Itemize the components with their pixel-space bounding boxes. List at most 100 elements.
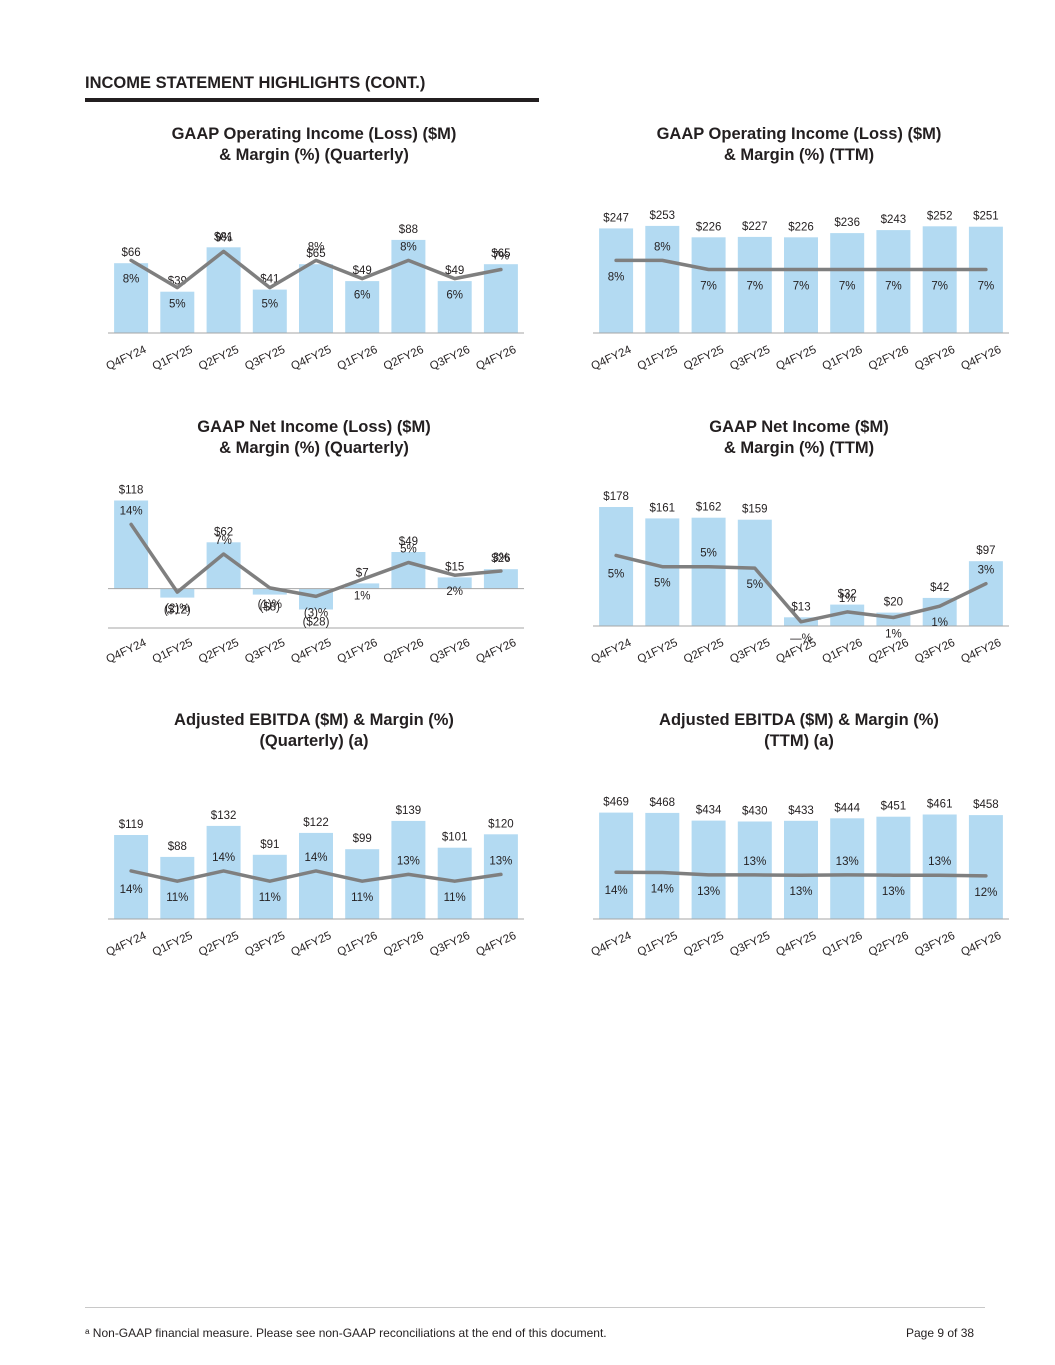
value-label: $122 [303,817,329,829]
bar-q3fy26 [922,226,957,333]
value-label: $236 [834,217,860,229]
x-tick-label: Q1FY25 [151,344,195,373]
margin-label: 13% [489,855,512,867]
margin-label: 7% [493,251,510,263]
chart-title-line-1: GAAP Operating Income (Loss) ($M) [656,125,942,143]
margin-label: 7% [746,281,763,293]
x-tick-label: Q3FY25 [728,637,772,666]
margin-label: 1% [885,629,902,641]
bar-q2fy25 [691,237,726,333]
value-label: $88 [399,224,418,236]
margin-line [614,258,988,272]
bar-q4fy25 [784,237,818,333]
value-label: $99 [353,833,372,845]
value-label: ($28) [303,617,330,629]
margin-label: —% [790,633,812,645]
x-tick-label: Q3FY26 [913,637,957,666]
chart-title-line-1: GAAP Net Income ($M) [709,418,889,436]
margin-label: 7% [215,535,232,547]
bar-q1fy25 [160,856,195,919]
x-tick-label: Q2FY25 [197,344,241,373]
value-label: $458 [973,799,999,811]
x-tick-label: Q2FY25 [682,344,726,373]
value-label: $226 [696,221,722,233]
chart-title: Adjusted EBITDA ($M) & Margin (%) (Quart… [84,710,544,752]
margin-label: 8% [400,241,417,253]
value-label: $20 [884,597,903,609]
bar-q1fy26 [830,233,865,333]
x-tick-label: Q4FY25 [289,344,333,373]
x-tick-label: Q1FY26 [821,637,865,666]
x-tick-label: Q4FY25 [774,930,818,959]
x-tick-label: Q4FY24 [104,637,148,666]
x-tick-label: Q1FY26 [821,930,865,959]
margin-label: 5% [608,568,625,580]
x-tick-label: Q2FY26 [867,344,911,373]
value-label: $118 [119,485,144,497]
margin-label: 5% [400,544,417,556]
bar-q4fy26 [968,561,1003,626]
bar-q3fy26 [437,577,472,589]
section-title: INCOME STATEMENT HIGHLIGHTS (CONT.) [85,74,426,92]
margin-label: 5% [654,578,671,590]
value-label: $88 [168,841,187,853]
value-label: $461 [927,799,953,811]
bar-q3fy26 [437,847,472,919]
chart-title-line-2: & Margin (%) (Quarterly) [219,439,409,457]
x-tick-label: Q4FY24 [104,930,148,959]
bar-q3fy25 [252,854,287,919]
footer-divider [85,1307,985,1308]
margin-label: 11% [259,892,281,904]
value-label: $49 [399,536,418,548]
bar-q2fy26 [876,816,911,919]
value-label: $159 [742,504,768,516]
margin-label: 13% [836,856,859,868]
x-tick-label: Q3FY26 [913,344,957,373]
bar-q2fy25 [691,820,726,919]
bar-q4fy26 [968,226,1003,333]
x-tick-label: Q4FY24 [104,344,148,373]
chart-adjusted-ebitda-quarterly: Adjusted EBITDA ($M) & Margin (%) (Quart… [84,710,544,975]
chart-gaap-net-income-ttm: GAAP Net Income ($M) & Margin (%) (TTM) … [569,417,1029,682]
x-tick-label: Q4FY25 [289,637,333,666]
margin-label: 13% [789,886,812,898]
margin-label: 1% [839,593,856,605]
margin-label: 13% [928,856,951,868]
value-label: ($8) [260,602,281,614]
margin-label: 7% [978,281,995,293]
value-label: $13 [791,601,810,613]
value-label: $226 [788,221,814,233]
footnote: ᵃ Non-GAAP financial measure. Please see… [85,1326,607,1340]
chart-title: GAAP Net Income (Loss) ($M) & Margin (%)… [84,417,544,459]
margin-label: 7% [839,281,856,293]
value-label: $444 [834,802,860,814]
value-label: $119 [119,819,144,831]
margin-line [614,553,988,624]
chart-title-line-1: Adjusted EBITDA ($M) & Margin (%) [659,711,939,729]
page-number: Page 9 of 38 [906,1326,975,1340]
margin-label: 13% [882,886,905,898]
margin-label: (3)% [304,607,328,619]
x-tick-label: Q4FY26 [474,930,518,959]
x-tick-label: Q3FY26 [428,637,472,666]
value-label: ($12) [164,605,191,617]
x-tick-label: Q1FY25 [151,930,195,959]
chart-title-line-1: GAAP Net Income (Loss) ($M) [197,418,431,436]
value-label: $253 [650,210,676,222]
bar-q3fy25 [252,289,287,333]
margin-line [614,870,988,878]
x-tick-label: Q1FY26 [336,930,380,959]
chart-title: Adjusted EBITDA ($M) & Margin (%) (TTM) … [569,710,1029,752]
margin-label: 14% [120,505,143,517]
chart-plot: $118($12)$62($8)($28)$7$49$15$2614%(2)%7… [104,485,524,666]
margin-label: 1% [354,590,371,602]
bar-q1fy25 [645,812,680,919]
margin-label: 7% [931,281,948,293]
bar-q4fy24 [599,228,634,333]
bar-q4fy24 [114,835,149,919]
value-label: $32 [838,589,857,601]
bar-q3fy25 [737,519,772,626]
value-label: $139 [396,805,422,817]
x-tick-label: Q3FY25 [728,930,772,959]
x-tick-label: Q2FY26 [382,637,426,666]
